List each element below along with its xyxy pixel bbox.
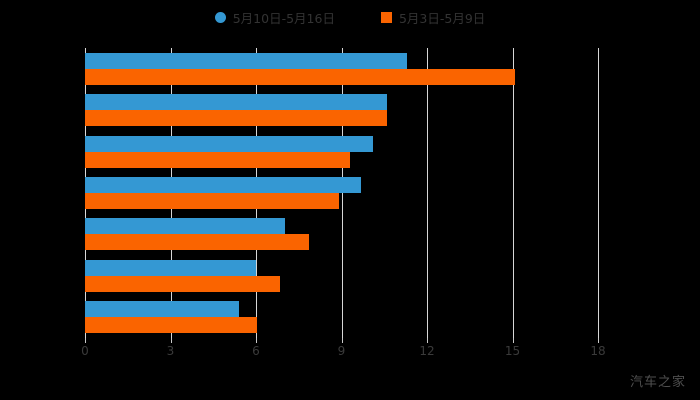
bar — [85, 110, 388, 127]
plot-area: 0369121518其他美国英国德国日本中国韩国 — [81, 48, 606, 358]
x-tick-label: 15 — [504, 344, 521, 358]
bar — [85, 135, 373, 152]
x-tick-mark-0 — [85, 338, 86, 343]
legend-item-1[interactable]: 5月3日-5月9日 — [380, 8, 486, 27]
x-tick-mark-15 — [512, 338, 514, 343]
x-tick-mark-12 — [427, 338, 428, 343]
x-tick-label: 9 — [337, 344, 346, 358]
x-tick-label: 0 — [81, 344, 89, 358]
x-tick-mark-3 — [170, 338, 172, 343]
x-tick-label: 6 — [252, 344, 260, 358]
gridline-9 — [341, 48, 343, 338]
bar — [85, 317, 258, 334]
x-tick-label: 12 — [419, 344, 435, 358]
x-tick-mark-18 — [598, 338, 599, 343]
bar — [85, 301, 239, 318]
bar — [85, 94, 388, 111]
legend-swatch-circle-icon — [214, 12, 226, 23]
bar — [85, 275, 281, 292]
chart-legend: 5月10日-5月16日 5月3日-5月9日 — [0, 8, 700, 27]
bar — [85, 234, 309, 251]
x-tick-label: 18 — [590, 344, 606, 358]
bar — [85, 52, 408, 69]
watermark-label: 汽车之家 — [629, 375, 686, 390]
gridline-12 — [427, 48, 428, 338]
bar — [85, 177, 362, 193]
legend-label: 5月3日-5月9日 — [398, 11, 486, 26]
x-tick-label: 3 — [166, 344, 175, 358]
gridline-15 — [512, 48, 514, 338]
legend-swatch-square-icon — [380, 12, 392, 23]
bar — [85, 68, 516, 85]
bar — [85, 218, 285, 235]
gridline-18 — [598, 48, 599, 338]
legend-label: 5月10日-5月16日 — [232, 11, 335, 26]
x-tick-mark-6 — [256, 338, 257, 343]
x-tick-mark-9 — [341, 338, 343, 343]
bar — [85, 193, 339, 209]
bar — [85, 259, 256, 276]
bar — [85, 151, 351, 168]
legend-item-0[interactable]: 5月10日-5月16日 — [214, 8, 335, 27]
